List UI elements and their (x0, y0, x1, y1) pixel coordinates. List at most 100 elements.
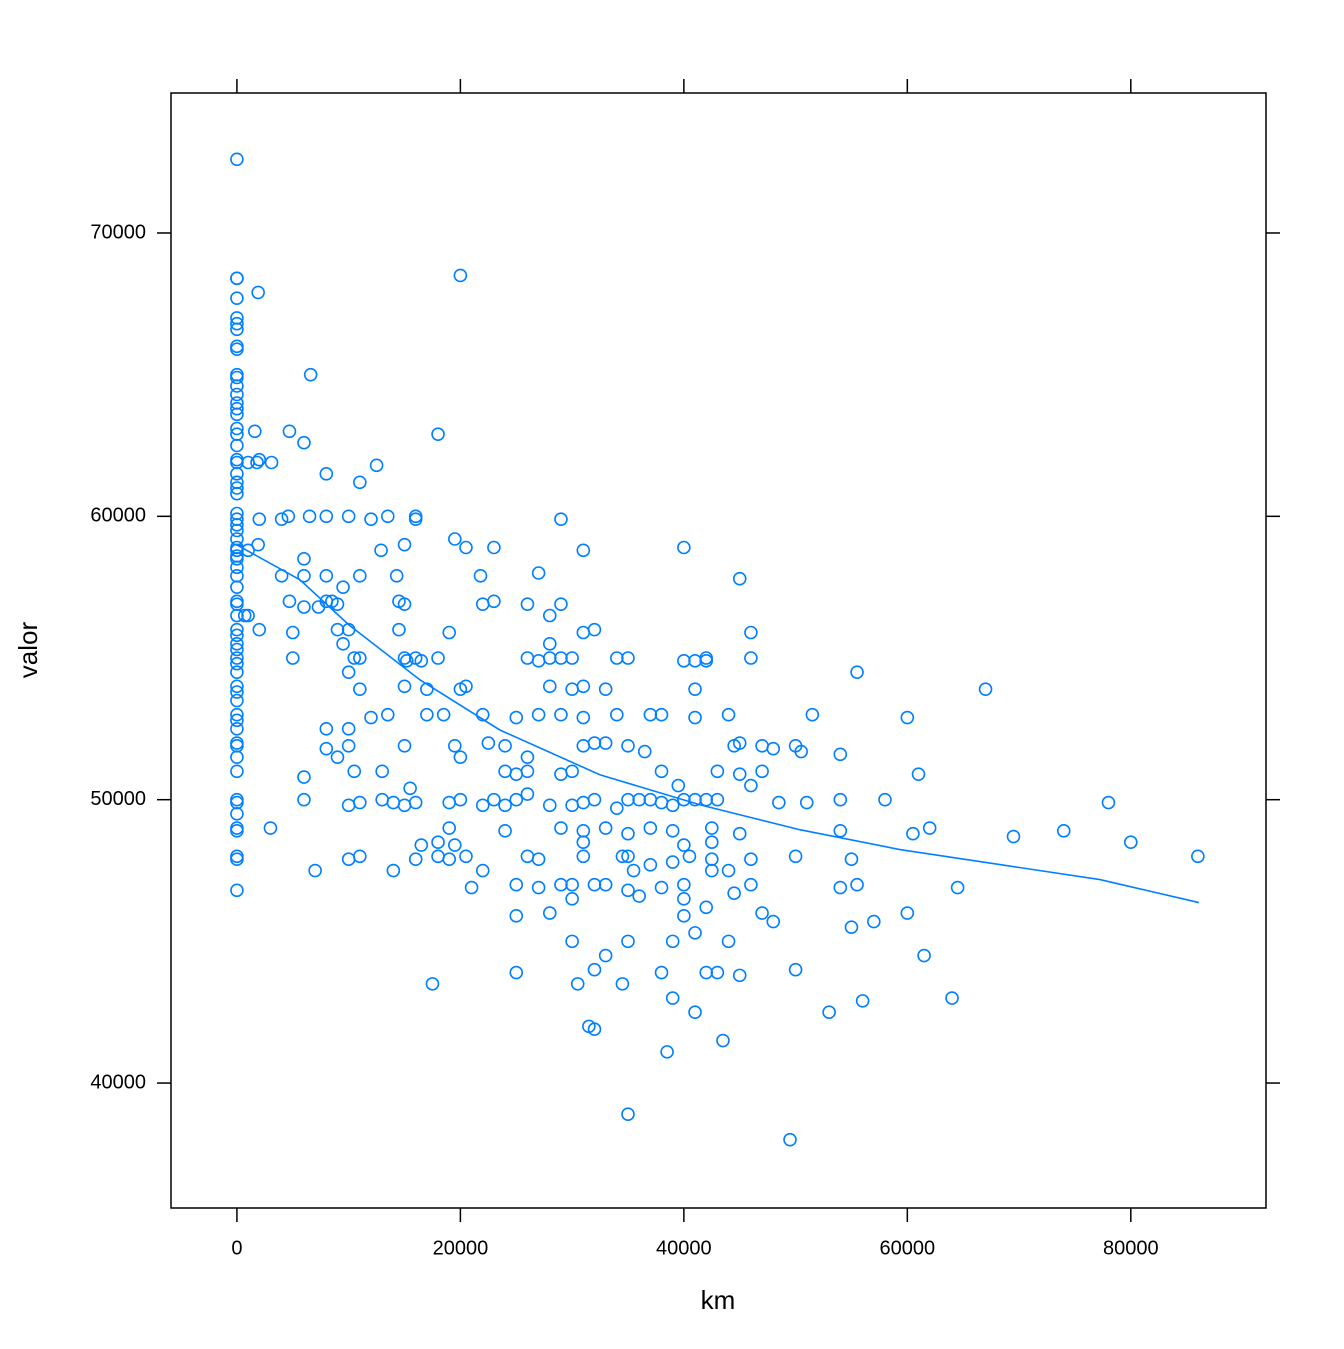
point (498, 739, 512, 753)
point (1056, 824, 1071, 838)
point (252, 452, 267, 467)
point (1006, 829, 1021, 844)
point (677, 792, 691, 807)
point (251, 285, 265, 300)
point (230, 637, 244, 651)
point (498, 798, 512, 813)
point (319, 722, 334, 736)
point (487, 792, 501, 807)
point (677, 892, 691, 906)
point (353, 849, 367, 864)
point (498, 824, 512, 838)
smooth-line (236, 544, 1200, 904)
point (420, 707, 434, 722)
point (448, 532, 462, 546)
point (230, 713, 244, 728)
point (671, 778, 686, 793)
point (414, 838, 429, 852)
y-tick-label: 70000 (90, 221, 146, 243)
point (621, 849, 635, 864)
point (230, 342, 244, 356)
point (710, 764, 725, 779)
point (408, 512, 423, 526)
point (297, 770, 311, 784)
point (353, 475, 367, 490)
point (509, 877, 524, 892)
point (230, 152, 244, 167)
point (520, 764, 535, 779)
x-tick-label: 80000 (1103, 1237, 1159, 1259)
point (900, 906, 915, 920)
point (453, 750, 468, 764)
point (576, 849, 591, 864)
point (319, 509, 334, 524)
point (230, 543, 244, 558)
point (637, 744, 652, 759)
point (621, 1107, 635, 1122)
point (303, 367, 318, 382)
point (281, 509, 296, 524)
point (833, 792, 848, 807)
point (554, 512, 568, 526)
point (783, 1132, 797, 1147)
point (392, 622, 406, 637)
point (677, 877, 691, 892)
y-tick-label: 40000 (90, 1071, 146, 1093)
point (721, 707, 736, 722)
point (230, 486, 244, 501)
point (282, 594, 297, 609)
point (230, 518, 244, 532)
x-tick-label: 40000 (656, 1237, 712, 1259)
point (721, 934, 736, 949)
point (632, 889, 646, 903)
point (1124, 835, 1138, 849)
point (302, 509, 317, 524)
point (459, 849, 473, 864)
point (353, 651, 367, 665)
point (677, 540, 691, 555)
point (950, 880, 965, 895)
point (833, 747, 848, 762)
point (341, 722, 356, 736)
point (945, 991, 959, 1005)
point (475, 863, 490, 878)
point (230, 665, 244, 679)
point (520, 787, 535, 801)
point (436, 707, 451, 722)
point (699, 654, 714, 668)
point (576, 835, 591, 849)
point (1101, 795, 1116, 810)
point (403, 781, 417, 796)
point (453, 268, 468, 283)
point (788, 962, 803, 977)
point (230, 642, 244, 657)
point (911, 767, 926, 781)
point (766, 914, 781, 929)
y-tick-label: 60000 (90, 505, 146, 527)
point (230, 438, 244, 453)
point (621, 883, 635, 898)
point (654, 965, 669, 980)
point (704, 821, 719, 835)
point (285, 625, 300, 640)
point (459, 540, 473, 555)
point (230, 481, 244, 495)
point (576, 679, 591, 694)
point (654, 880, 669, 895)
point (922, 821, 937, 835)
point (878, 792, 892, 807)
point (380, 707, 395, 722)
point (442, 821, 457, 835)
point (576, 543, 591, 558)
point (397, 651, 412, 665)
point (682, 849, 697, 864)
point (397, 597, 412, 611)
point (704, 863, 719, 878)
point (626, 863, 641, 878)
point (230, 523, 244, 538)
point (844, 920, 859, 934)
point (660, 1045, 674, 1059)
point (766, 741, 781, 756)
point (542, 679, 557, 694)
